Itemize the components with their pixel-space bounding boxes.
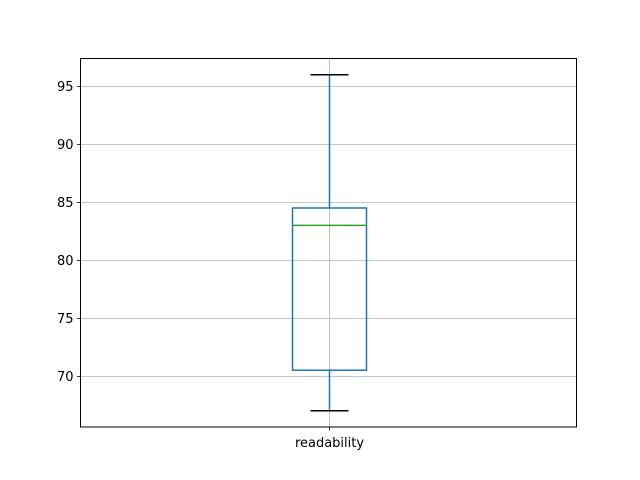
boxes [291,73,368,412]
y-tick-label: 70 [57,370,74,385]
y-tick-label: 75 [57,312,74,327]
y-tick-label: 80 [57,254,74,269]
grid-lines [80,58,577,427]
y-tick-label: 85 [57,196,74,211]
axes-frame [80,58,577,428]
x-tick-label: readability [295,436,364,451]
y-tick-label: 95 [57,80,74,95]
y-axis: 70 75 80 85 90 95 [57,80,81,385]
box-iqr [291,207,368,371]
x-axis: readability [295,427,364,451]
y-tick-label: 90 [57,138,74,153]
